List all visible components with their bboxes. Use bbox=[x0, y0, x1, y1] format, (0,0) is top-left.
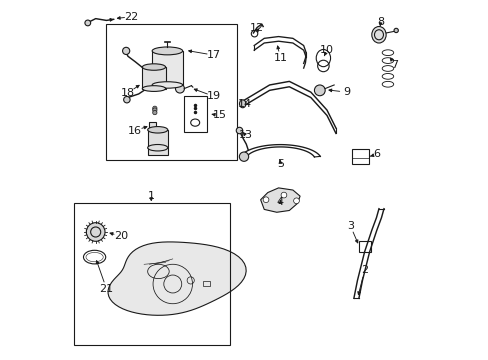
Ellipse shape bbox=[142, 64, 165, 70]
Text: 11: 11 bbox=[273, 53, 287, 63]
Bar bbox=[358, 241, 370, 252]
Circle shape bbox=[393, 28, 398, 33]
Circle shape bbox=[293, 198, 299, 204]
Circle shape bbox=[123, 96, 130, 103]
Bar bbox=[148, 122, 156, 131]
Ellipse shape bbox=[152, 47, 182, 55]
Text: 6: 6 bbox=[373, 149, 380, 159]
Text: 8: 8 bbox=[376, 17, 384, 27]
Text: 16: 16 bbox=[128, 126, 142, 135]
Text: 1: 1 bbox=[147, 191, 154, 201]
Text: 15: 15 bbox=[212, 111, 226, 121]
Text: 10: 10 bbox=[319, 45, 333, 55]
Circle shape bbox=[152, 106, 157, 111]
Bar bbox=[74, 203, 230, 345]
Ellipse shape bbox=[239, 100, 245, 108]
Text: 5: 5 bbox=[276, 159, 283, 169]
Circle shape bbox=[239, 152, 248, 161]
Text: 3: 3 bbox=[346, 221, 353, 230]
Text: 7: 7 bbox=[391, 59, 398, 69]
Circle shape bbox=[122, 47, 129, 54]
Polygon shape bbox=[108, 242, 245, 315]
Circle shape bbox=[85, 20, 90, 26]
Bar bbox=[203, 281, 209, 286]
Circle shape bbox=[152, 111, 157, 115]
Bar bbox=[147, 130, 167, 155]
Text: 14: 14 bbox=[237, 99, 251, 109]
Text: 20: 20 bbox=[114, 231, 127, 241]
Circle shape bbox=[314, 85, 325, 96]
Bar bbox=[152, 51, 182, 85]
Ellipse shape bbox=[142, 86, 165, 91]
Ellipse shape bbox=[152, 82, 182, 88]
Text: 18: 18 bbox=[121, 88, 135, 98]
Text: 13: 13 bbox=[238, 130, 252, 140]
Bar bbox=[106, 24, 237, 160]
Text: 17: 17 bbox=[206, 50, 221, 60]
Polygon shape bbox=[260, 188, 300, 212]
Text: 9: 9 bbox=[343, 87, 349, 97]
Text: 2: 2 bbox=[360, 265, 367, 275]
Bar bbox=[142, 67, 165, 89]
Ellipse shape bbox=[147, 144, 167, 151]
Circle shape bbox=[152, 108, 157, 112]
Ellipse shape bbox=[175, 84, 184, 93]
Text: 22: 22 bbox=[124, 12, 139, 22]
Ellipse shape bbox=[371, 27, 386, 43]
Bar bbox=[351, 149, 368, 164]
Circle shape bbox=[263, 197, 268, 203]
Ellipse shape bbox=[236, 127, 242, 134]
Text: 21: 21 bbox=[99, 284, 113, 294]
Text: 19: 19 bbox=[206, 91, 221, 102]
Circle shape bbox=[281, 192, 286, 198]
Circle shape bbox=[86, 223, 105, 241]
Text: 12: 12 bbox=[249, 23, 264, 33]
Text: 4: 4 bbox=[276, 197, 284, 207]
Bar bbox=[183, 96, 206, 132]
Ellipse shape bbox=[147, 127, 167, 133]
